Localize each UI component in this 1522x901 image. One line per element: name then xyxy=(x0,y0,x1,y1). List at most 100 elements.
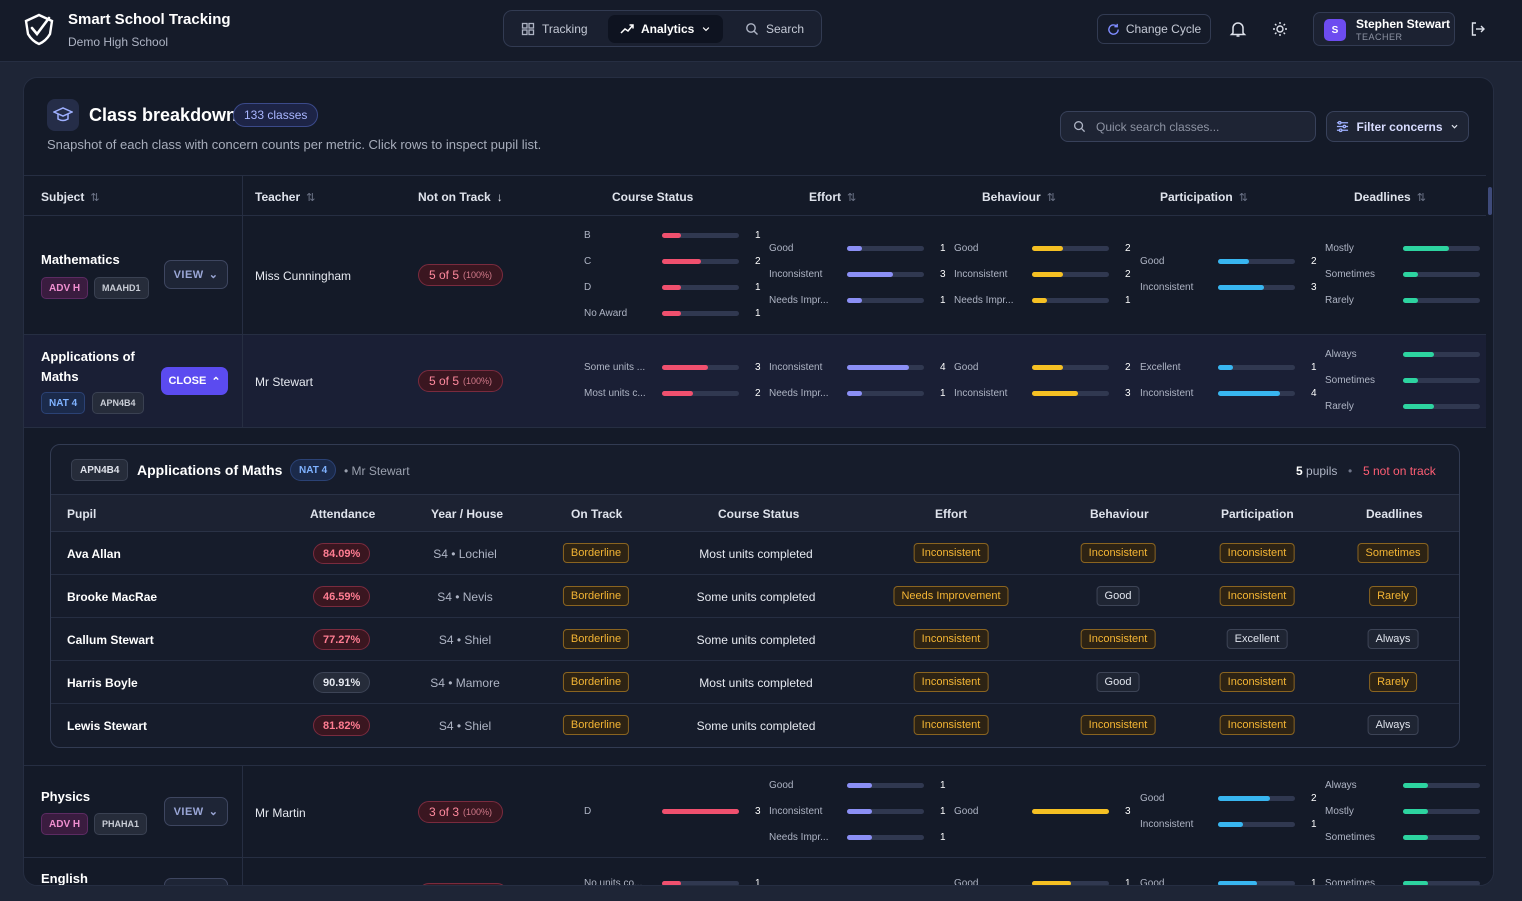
col-pupil: Pupil xyxy=(67,507,97,521)
deadlines-bar-track xyxy=(1403,881,1480,885)
participation-bar-row: Inconsistent 3 xyxy=(1140,282,1329,293)
chevron-down-icon xyxy=(703,27,710,32)
app-title: Smart School Tracking xyxy=(68,11,231,28)
course-bar-row: Most units c... 2 xyxy=(584,388,773,399)
pupil-row[interactable]: Callum Stewart 77.27% S4 • Shiel Borderline… xyxy=(51,618,1459,661)
scrollbar-thumb[interactable] xyxy=(1488,187,1492,215)
course-bar-label: Most units c... xyxy=(584,388,646,399)
behaviour-bar-label: Needs Impr... xyxy=(954,295,1014,306)
col-effort[interactable]: Effort ⇅ xyxy=(809,190,857,204)
col-behaviour[interactable]: Behaviour ⇅ xyxy=(982,190,1056,204)
level-tag: ADV H xyxy=(41,277,89,299)
pupil-name: Callum Stewart xyxy=(67,633,154,647)
deadlines-bar-fill xyxy=(1403,352,1434,357)
class-row-physics[interactable]: Physics ADV H PHAHA1 VIEW ⌄ Mr Martin 3 o… xyxy=(24,765,1486,859)
class-row-mathematics[interactable]: Mathematics ADV H MAAHD1 VIEW ⌄ Miss Cunn… xyxy=(24,216,1486,335)
nav-tracking[interactable]: Tracking xyxy=(509,15,600,43)
course-bar-fill xyxy=(662,259,701,264)
col-course-status[interactable]: Course Status xyxy=(612,190,694,204)
col-not-on-track[interactable]: Not on Track ↓ xyxy=(418,190,503,204)
pupil-row[interactable]: Lewis Stewart 81.82% S4 • Shiel Borderline S… xyxy=(51,704,1459,747)
effort-bar-count: 1 xyxy=(940,832,946,843)
teacher-name: Mr Stewart xyxy=(255,375,314,389)
divider xyxy=(242,175,243,216)
deadlines-bar-row: Mostly3 xyxy=(1325,243,1493,254)
effort-bar-count: 1 xyxy=(940,243,946,254)
course-bar-row: No units co... 1 xyxy=(584,878,773,885)
col-subject[interactable]: Subject ⇅ xyxy=(41,190,100,204)
behaviour-badge: Good xyxy=(1096,586,1140,606)
participation-bar-fill xyxy=(1218,822,1244,827)
participation-bar-track xyxy=(1218,881,1295,885)
divider xyxy=(242,216,243,335)
filter-concerns-button[interactable]: Filter concerns xyxy=(1326,111,1469,142)
course-bar-fill xyxy=(662,311,682,316)
behaviour-bar-track xyxy=(1032,298,1109,303)
class-row-applications-of-maths[interactable]: Applications of Maths NAT 4 APN4B4 CLOSE… xyxy=(24,335,1486,428)
participation-bar-count: 2 xyxy=(1311,256,1317,267)
behaviour-bar-label: Inconsistent xyxy=(954,269,1008,280)
notifications-button[interactable] xyxy=(1227,18,1249,40)
deadlines-badge: Sometimes xyxy=(1357,543,1429,563)
course-bar-fill xyxy=(662,285,682,290)
deadlines-bar-row: Always2 xyxy=(1325,349,1493,360)
nav-analytics[interactable]: Analytics xyxy=(608,15,724,43)
effort-bar-row: Inconsistent 1 xyxy=(769,806,958,817)
deadlines-bar-track xyxy=(1403,404,1480,409)
pupil-name: Harris Boyle xyxy=(67,676,138,690)
effort-bar-track xyxy=(847,298,924,303)
change-cycle-button[interactable]: Change Cycle xyxy=(1097,14,1211,44)
nav-search-label: Search xyxy=(766,22,805,36)
behaviour-bar-row: Good 2 xyxy=(954,243,1143,254)
chevron-down-icon xyxy=(1451,124,1457,129)
participation-bar-fill xyxy=(1218,285,1265,290)
participation-bar-fill xyxy=(1218,881,1257,885)
close-button[interactable]: CLOSE ⌃ xyxy=(161,367,228,395)
sliders-icon xyxy=(1337,120,1349,133)
behaviour-bar-count: 2 xyxy=(1125,362,1131,373)
on-track-badge: Borderline xyxy=(562,543,630,563)
panel-title: Applications of Maths xyxy=(137,462,283,478)
participation-bar-count: 2 xyxy=(1311,793,1317,804)
on-track-badge: Borderline xyxy=(562,672,630,692)
pupil-row[interactable]: Harris Boyle 90.91% S4 • Mamore Borderline M… xyxy=(51,661,1459,704)
pupil-row[interactable]: Brooke MacRae 46.59% S4 • Nevis Borderline S… xyxy=(51,575,1459,618)
behaviour-bar-fill xyxy=(1032,246,1063,251)
refresh-icon xyxy=(1108,23,1119,35)
divider xyxy=(242,335,243,428)
pupil-row[interactable]: Ava Allan 84.09% S4 • Lochiel Borderline Mos… xyxy=(51,532,1459,575)
class-search-input[interactable]: Quick search classes... xyxy=(1060,111,1316,142)
course-bar-fill xyxy=(662,365,709,370)
col-deadlines[interactable]: Deadlines ⇅ xyxy=(1354,190,1426,204)
panel-teacher: • Mr Stewart xyxy=(344,464,410,478)
deadlines-bar-fill xyxy=(1403,272,1419,277)
panel-level-tag: NAT 4 xyxy=(290,459,337,481)
course-bar-label: D xyxy=(584,282,592,293)
user-menu[interactable]: S Stephen Stewart TEACHER xyxy=(1313,12,1455,46)
scrollbar[interactable] xyxy=(1486,175,1493,885)
on-track-badge: Borderline xyxy=(562,586,630,606)
divider xyxy=(242,858,243,885)
effort-bar-fill xyxy=(847,391,863,396)
course-status: Most units completed xyxy=(699,547,813,561)
effort-bar-label: Good xyxy=(769,243,794,254)
deadlines-bar-track xyxy=(1403,378,1480,383)
class-row-english[interactable]: English No units co... 1 Good 1 Good 1 Some… xyxy=(24,858,1486,885)
effort-bar-track xyxy=(847,391,924,396)
theme-toggle-button[interactable] xyxy=(1269,18,1291,40)
view-button[interactable]: VIEW ⌄ xyxy=(164,260,228,289)
view-button[interactable] xyxy=(164,878,228,885)
behaviour-bar-track xyxy=(1032,272,1109,277)
logout-button[interactable] xyxy=(1467,18,1489,40)
col-participation[interactable]: Participation ⇅ xyxy=(1160,190,1248,204)
effort-bar-row: Inconsistent 4 xyxy=(769,362,958,373)
nav-search[interactable]: Search xyxy=(733,15,816,43)
trending-up-icon xyxy=(620,24,634,34)
col-teacher[interactable]: Teacher ⇅ xyxy=(255,190,316,204)
sort-icon: ⇅ xyxy=(1416,191,1426,204)
deadlines-bar-track xyxy=(1403,246,1480,251)
effort-bar-count: 1 xyxy=(940,806,946,817)
behaviour-bar-count: 3 xyxy=(1125,806,1131,817)
view-button[interactable]: VIEW ⌄ xyxy=(164,797,228,826)
effort-badge: Inconsistent xyxy=(913,672,989,692)
